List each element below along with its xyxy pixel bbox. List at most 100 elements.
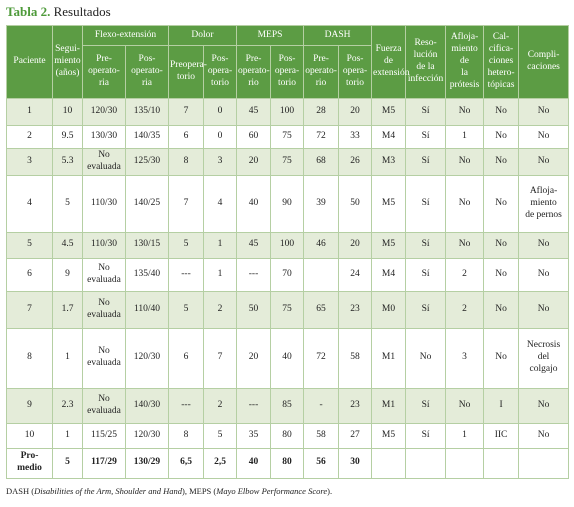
table-cell: 58 xyxy=(338,327,373,389)
table-cell: 75 xyxy=(270,290,305,329)
table-cell xyxy=(303,257,340,292)
table-cell: 30 xyxy=(338,447,373,479)
table-cell: No xyxy=(518,98,570,126)
table-cell: 2,5 xyxy=(202,447,238,479)
table-cell: 40 xyxy=(236,447,272,479)
table-row: 10 1 115/25 120/30 8 5 35 80 58 27 M5 Sí 1 IIC No xyxy=(6,422,570,449)
table-cell: 72 xyxy=(303,327,340,389)
table-cell: --- xyxy=(236,387,272,424)
table-cell: 120/30 xyxy=(125,327,169,389)
table-cell: 85 xyxy=(270,387,305,424)
table-cell: 1 xyxy=(202,231,238,259)
table-cell: 56 xyxy=(303,447,340,479)
table-cell: 39 xyxy=(303,174,340,233)
table-cell: M5 xyxy=(371,422,407,449)
table-cell: No xyxy=(483,125,520,149)
table-cell: --- xyxy=(236,257,272,292)
table-cell: 90 xyxy=(270,174,305,233)
empty-cell xyxy=(445,447,485,479)
table-cell: 120/30 xyxy=(82,98,126,126)
table-cell: 1.7 xyxy=(52,290,83,329)
table-cell: No xyxy=(518,257,570,292)
table-cell: 23 xyxy=(338,290,373,329)
column-header: Reso- lución de la infección xyxy=(405,25,447,99)
table-cell: 110/40 xyxy=(125,290,169,329)
table-row: 7 1.7 No evaluada 110/40 5 2 50 75 65 23 M0 Sí 2 No No xyxy=(6,290,570,329)
column-header: Paciente xyxy=(6,25,53,99)
table-cell: 45 xyxy=(236,231,272,259)
column-subheader: Pos- opera- torio xyxy=(338,45,373,99)
empty-cell xyxy=(483,447,520,479)
table-cell: - xyxy=(303,387,340,424)
column-subheader: Pre- operato- rio xyxy=(303,45,340,99)
table-row: Pro- medio 5 117/29 130/29 6,5 2,5 40 80 56 30 xyxy=(6,447,570,479)
table-cell: 60 xyxy=(236,125,272,149)
table-cell: Sí xyxy=(405,231,447,259)
table-row: 5 4.5 110/30 130/15 5 1 45 100 46 20 M5 Sí No No No xyxy=(6,231,570,259)
table-cell: 24 xyxy=(338,257,373,292)
table-cell: No evaluada xyxy=(82,148,126,176)
table-cell: Necrosis del colgajo xyxy=(518,327,570,389)
table-cell: 5 xyxy=(168,290,204,329)
table-row: 2 9.5 130/30 140/35 6 0 60 75 72 33 M4 Sí 1 No No xyxy=(6,125,570,149)
table-cell: 20 xyxy=(236,327,272,389)
table-cell: No xyxy=(483,174,520,233)
table-cell: M1 xyxy=(371,327,407,389)
table-cell: 9 xyxy=(52,257,83,292)
table-cell: No xyxy=(445,174,485,233)
table-cell: M4 xyxy=(371,125,407,149)
table-cell: No xyxy=(518,148,570,176)
table-cell: 100 xyxy=(270,98,305,126)
table-cell: 3 xyxy=(6,148,53,176)
table-cell: No xyxy=(445,98,485,126)
table-cell: 110/30 xyxy=(82,231,126,259)
table-cell: No evaluada xyxy=(82,290,126,329)
table-cell: 80 xyxy=(270,422,305,449)
table-cell: 5 xyxy=(6,231,53,259)
table-cell: 68 xyxy=(303,148,340,176)
table-cell: 125/30 xyxy=(125,148,169,176)
table-cell: 100 xyxy=(270,231,305,259)
table-cell: 70 xyxy=(270,257,305,292)
table-cell: 2.3 xyxy=(52,387,83,424)
table-cell: 1 xyxy=(445,422,485,449)
table-cell: No xyxy=(445,387,485,424)
table-cell: 8 xyxy=(6,327,53,389)
table-cell: 6,5 xyxy=(168,447,204,479)
table-cell: 6 xyxy=(168,327,204,389)
table-cell: 46 xyxy=(303,231,340,259)
title-label: Tabla 2. xyxy=(6,4,51,19)
table-cell: No xyxy=(483,290,520,329)
table-cell: 5 xyxy=(52,447,83,479)
footnote-part: Disabilities of the Arm, Shoulder and Ha… xyxy=(34,486,182,496)
footnote-part: Mayo Elbow Performance Score xyxy=(216,486,328,496)
table-cell: M3 xyxy=(371,148,407,176)
table-cell: 75 xyxy=(270,125,305,149)
subheader-row: Pre- operato- ria Pos- operato- ria Preope… xyxy=(7,45,569,99)
table-cell: No xyxy=(483,98,520,126)
table-cell: Sí xyxy=(405,422,447,449)
table-cell: --- xyxy=(168,387,204,424)
table-cell: No xyxy=(518,422,570,449)
table-cell: 35 xyxy=(236,422,272,449)
table-row: 3 5.3 No evaluada 125/30 8 3 20 75 68 26 M3 Sí No No N… xyxy=(6,148,570,176)
table-cell: 1 xyxy=(52,327,83,389)
table-cell: 110/30 xyxy=(82,174,126,233)
table-cell: Pro- medio xyxy=(6,447,53,479)
table-cell: 8 xyxy=(168,422,204,449)
table-cell: No xyxy=(445,148,485,176)
table-cell: 6 xyxy=(168,125,204,149)
table-cell: No xyxy=(483,231,520,259)
table-cell: 7 xyxy=(6,290,53,329)
table-cell: 2 xyxy=(445,257,485,292)
column-subheader: Preopera- torio xyxy=(168,45,207,99)
table-cell: Sí xyxy=(405,148,447,176)
table-cell: Sí xyxy=(405,174,447,233)
table-cell: 5 xyxy=(202,422,238,449)
footnote-part: ). xyxy=(327,486,333,496)
table-cell: 45 xyxy=(236,98,272,126)
column-header: Segui- miento (años) xyxy=(52,25,83,99)
table-cell: 1 xyxy=(445,125,485,149)
table-cell: No xyxy=(518,387,570,424)
empty-cell xyxy=(405,447,447,479)
